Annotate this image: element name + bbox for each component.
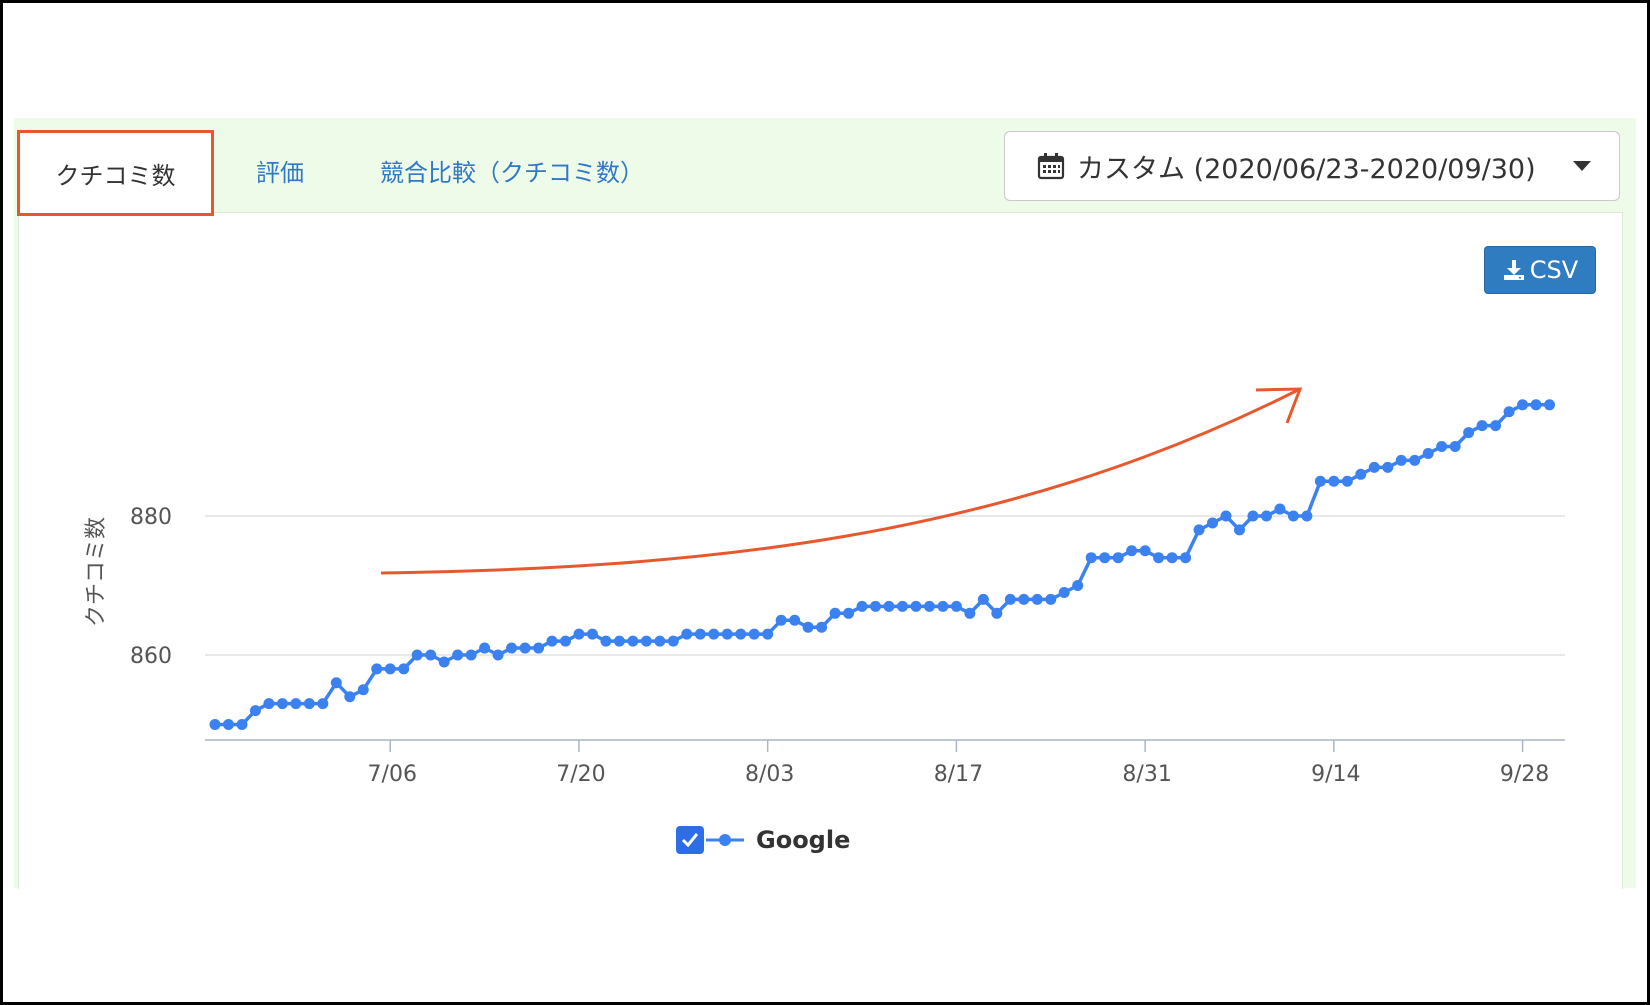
legend-line-icon bbox=[706, 834, 744, 846]
legend-item-google[interactable]: Google bbox=[676, 826, 850, 854]
calendar-icon bbox=[1037, 153, 1065, 180]
checkbox-google[interactable] bbox=[676, 826, 704, 854]
tab-rating[interactable]: 評価 bbox=[256, 159, 304, 187]
date-range-label: カスタム (2020/06/23-2020/09/30) bbox=[1077, 153, 1536, 185]
tab-competitor-comparison[interactable]: 競合比較（クチコミ数） bbox=[380, 159, 644, 187]
download-icon bbox=[1503, 260, 1524, 280]
legend-label-google: Google bbox=[756, 826, 851, 854]
chevron-down-icon bbox=[1573, 161, 1591, 171]
tab-review-count[interactable]: クチコミ数 bbox=[17, 130, 214, 216]
csv-download-button[interactable]: CSV bbox=[1484, 246, 1596, 294]
check-icon bbox=[681, 833, 699, 848]
chart-container bbox=[18, 212, 1623, 889]
csv-button-label: CSV bbox=[1529, 256, 1579, 284]
date-range-dropdown[interactable]: カスタム (2020/06/23-2020/09/30) bbox=[1004, 131, 1620, 201]
